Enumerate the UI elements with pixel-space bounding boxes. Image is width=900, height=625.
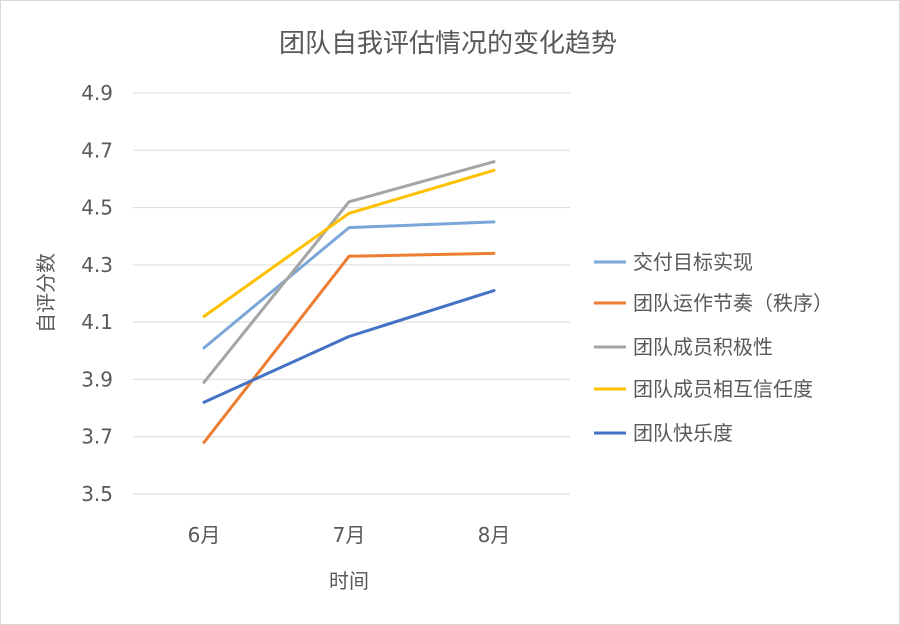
series-line bbox=[202, 168, 496, 318]
y-tick-label: 4.7 bbox=[81, 138, 113, 162]
series-line bbox=[202, 160, 496, 384]
y-tick-label: 4.9 bbox=[81, 81, 113, 105]
series-line bbox=[202, 251, 496, 444]
legend-label: 交付目标实现 bbox=[633, 250, 753, 274]
legend-label: 团队运作节奏（秩序） bbox=[633, 291, 833, 315]
x-axis-ticks: 6月 7月 8月 bbox=[188, 523, 511, 547]
series-line bbox=[202, 220, 496, 350]
y-tick-label: 4.5 bbox=[81, 196, 113, 220]
gridlines bbox=[133, 92, 570, 495]
series-lines bbox=[202, 160, 496, 444]
y-tick-label: 3.7 bbox=[81, 425, 113, 449]
x-axis-label: 时间 bbox=[329, 569, 369, 593]
legend-label: 团队成员积极性 bbox=[633, 335, 773, 359]
y-tick-label: 4.3 bbox=[81, 253, 113, 277]
x-tick-label: 8月 bbox=[478, 523, 511, 547]
legend-label: 团队成员相互信任度 bbox=[633, 377, 813, 401]
y-axis-label: 自评分数 bbox=[34, 253, 58, 333]
y-tick-label: 3.9 bbox=[81, 367, 113, 391]
y-tick-label: 4.1 bbox=[81, 310, 113, 334]
legend-label: 团队快乐度 bbox=[633, 421, 733, 445]
x-tick-label: 6月 bbox=[188, 523, 221, 547]
y-axis-ticks: 3.5 3.7 3.9 4.1 4.3 4.5 4.7 4.9 bbox=[81, 81, 113, 506]
chart-title: 团队自我评估情况的变化趋势 bbox=[279, 29, 617, 59]
x-tick-label: 7月 bbox=[333, 523, 366, 547]
y-tick-label: 3.5 bbox=[81, 482, 113, 506]
series-line bbox=[202, 289, 496, 404]
